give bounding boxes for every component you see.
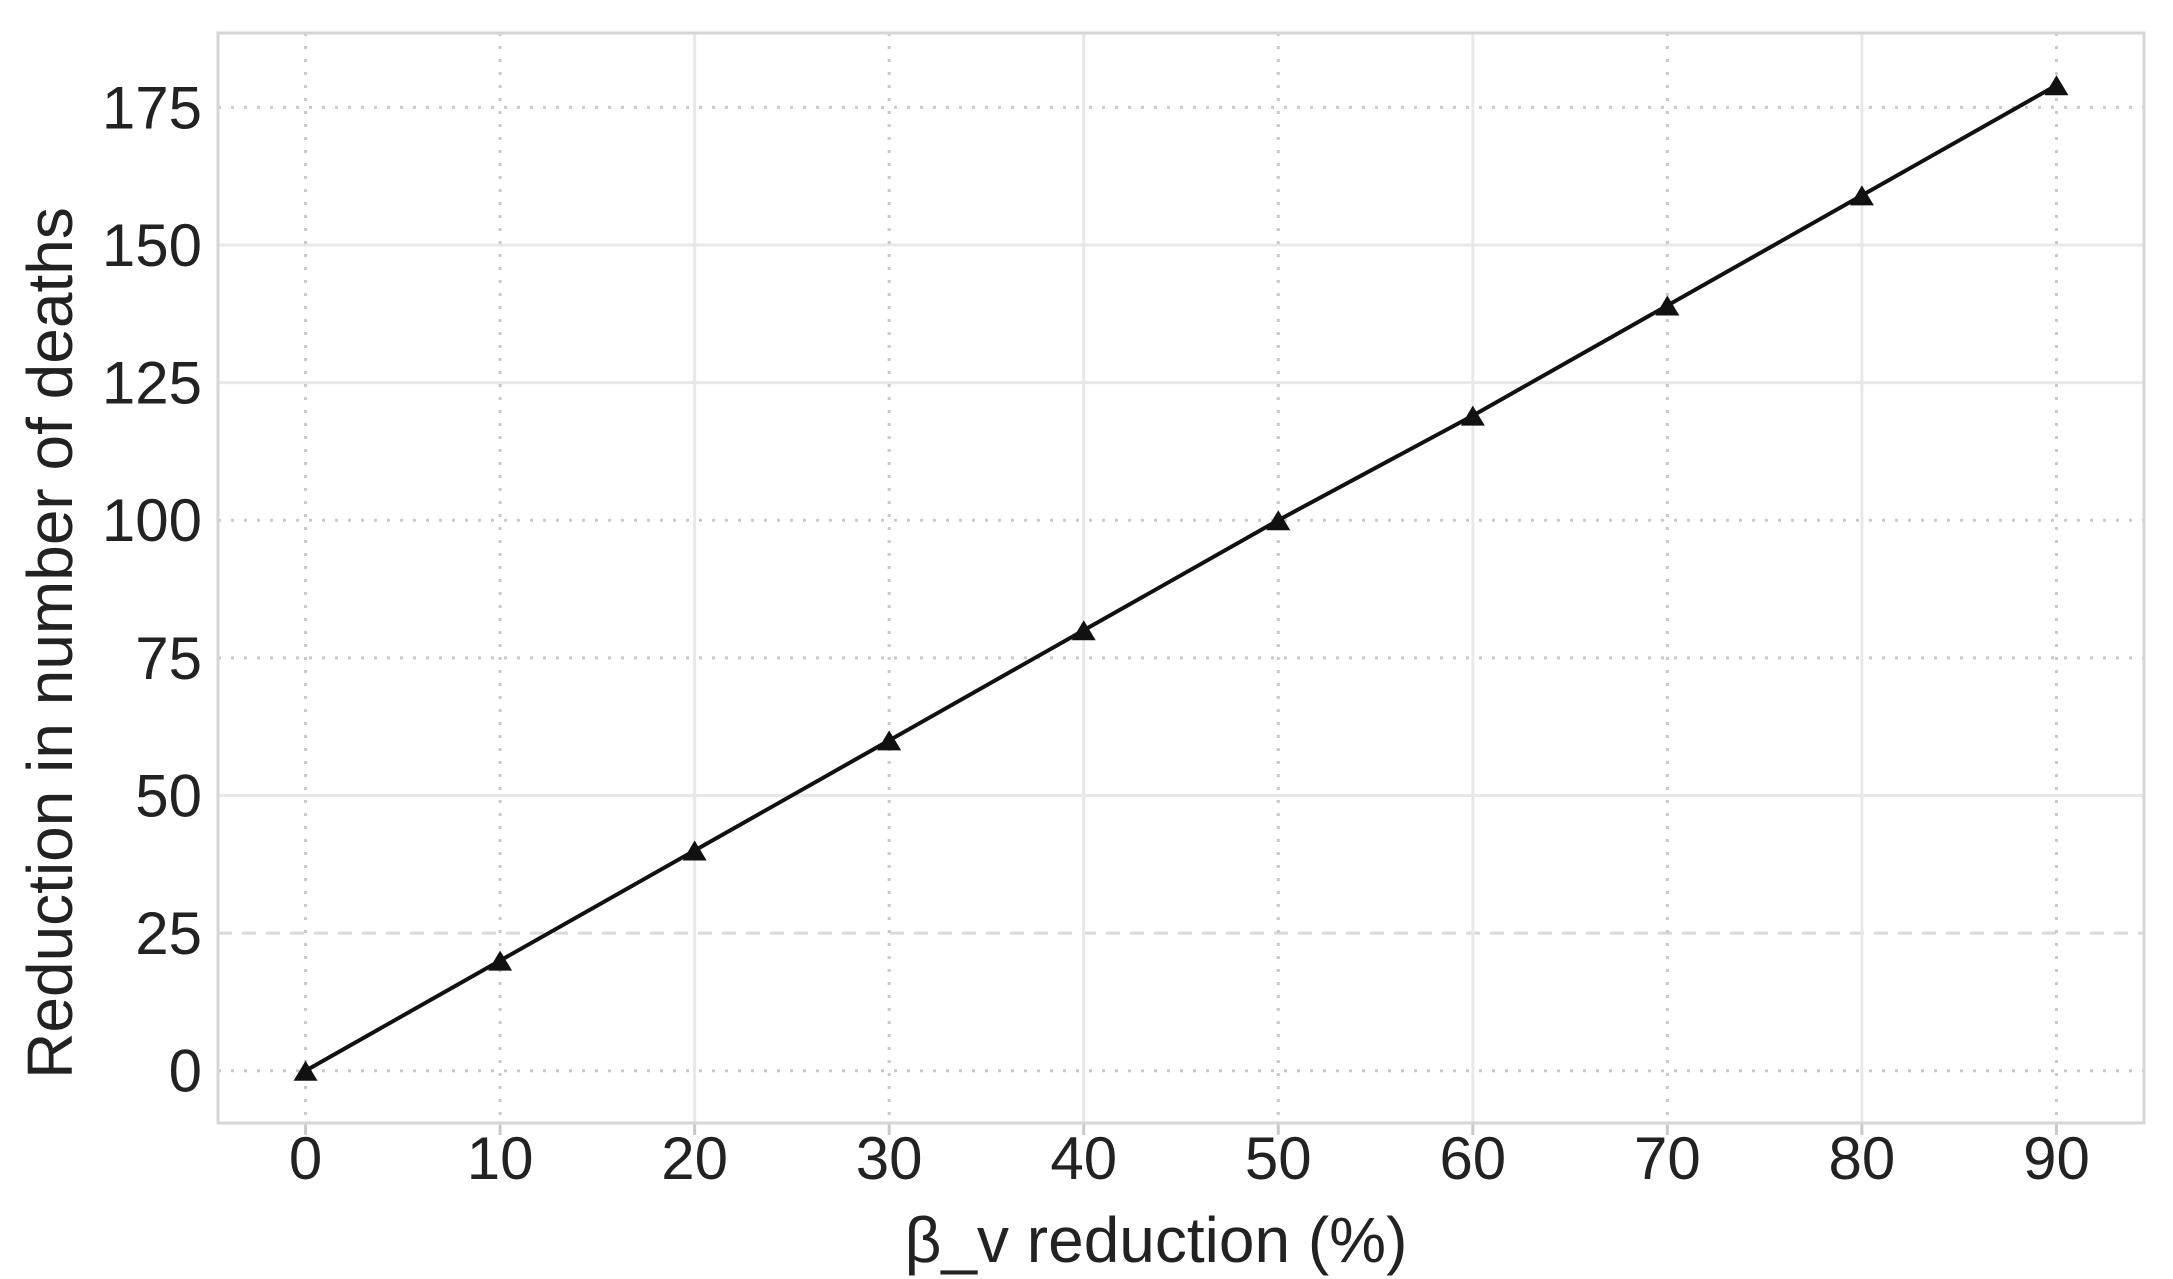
data-point-marker xyxy=(877,730,902,751)
y-tick-label: 75 xyxy=(135,625,202,692)
data-point-marker xyxy=(1655,295,1680,316)
x-tick-label: 40 xyxy=(1050,1125,1117,1192)
x-tick-label: 10 xyxy=(467,1125,534,1192)
x-tick-label: 30 xyxy=(856,1125,923,1192)
y-tick-label: 0 xyxy=(169,1038,202,1105)
x-tick-label: 80 xyxy=(1829,1125,1896,1192)
x-tick-label: 20 xyxy=(661,1125,728,1192)
y-tick-label: 50 xyxy=(135,762,202,829)
plot-area xyxy=(218,33,2144,1123)
data-point-marker xyxy=(488,950,513,971)
y-tick-label: 125 xyxy=(102,350,202,417)
data-point-marker xyxy=(1460,405,1485,426)
data-point-marker xyxy=(1849,185,1874,206)
y-tick-label: 100 xyxy=(102,487,202,554)
x-tick-label: 50 xyxy=(1245,1125,1312,1192)
x-tick-label: 70 xyxy=(1634,1125,1701,1192)
data-point-marker xyxy=(1071,620,1096,641)
x-axis-label: β_v reduction (%) xyxy=(905,1204,1408,1276)
x-tick-label: 0 xyxy=(289,1125,322,1192)
y-axis-label: Reduction in number of deaths xyxy=(14,207,86,1079)
x-tick-label: 60 xyxy=(1439,1125,1506,1192)
plot-frame xyxy=(216,31,2146,1125)
data-point-marker xyxy=(293,1060,318,1081)
x-tick-label: 90 xyxy=(2023,1125,2090,1192)
data-point-marker xyxy=(2044,75,2069,96)
y-tick-label: 25 xyxy=(135,900,202,967)
data-point-marker xyxy=(1266,510,1291,531)
y-tick-label: 175 xyxy=(102,74,202,141)
series-line xyxy=(303,83,2059,1073)
data-point-marker xyxy=(682,840,707,861)
y-tick-label: 150 xyxy=(102,212,202,279)
